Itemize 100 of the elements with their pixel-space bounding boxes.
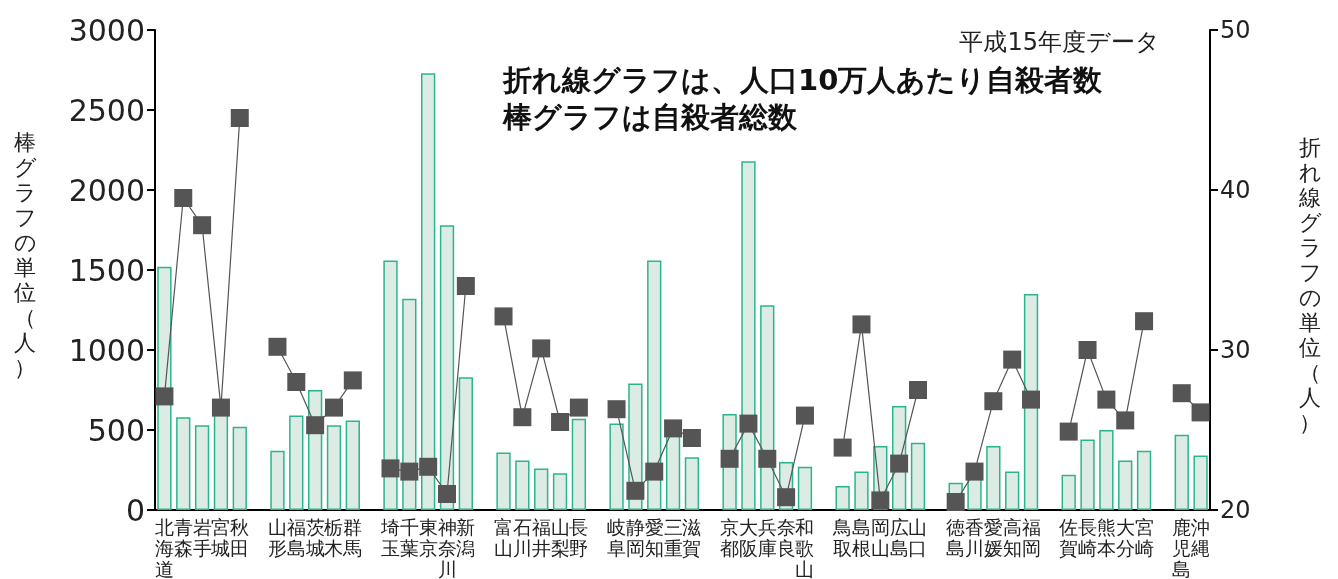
bar <box>534 468 549 510</box>
y2-tick-label: 40 <box>1220 176 1251 204</box>
x-tick-label: 岐阜 <box>607 515 627 559</box>
x-tick-label: 島根 <box>851 515 871 559</box>
bar <box>1005 471 1020 510</box>
x-tick-label: 福島 <box>286 515 306 559</box>
bar <box>213 414 229 510</box>
x-tick-label: 佐賀 <box>1059 515 1079 559</box>
bar <box>176 417 191 510</box>
y-tick-label: 0 <box>125 492 145 528</box>
bar <box>571 418 587 510</box>
x-tick-label: 奈良 <box>776 515 796 559</box>
x-tick-label: 愛知 <box>644 515 664 559</box>
point <box>1172 384 1191 403</box>
y2-tick-label: 20 <box>1220 496 1251 524</box>
point <box>551 413 570 431</box>
x-tick-label: 熊本 <box>1096 515 1116 559</box>
point <box>438 485 457 503</box>
bar <box>515 460 530 510</box>
point <box>569 398 588 417</box>
bar <box>797 466 813 510</box>
point <box>739 414 758 433</box>
point <box>532 339 551 358</box>
point <box>645 462 664 481</box>
text: 折れ線グラフの単位（人） <box>1299 135 1322 435</box>
x-tick-label: 高知 <box>1002 515 1022 559</box>
point <box>965 462 984 481</box>
x-tick-label: 富山 <box>494 515 514 559</box>
bar <box>854 471 869 510</box>
bar <box>1118 460 1133 510</box>
point <box>306 416 325 435</box>
point <box>908 381 927 399</box>
bar <box>1061 474 1076 510</box>
bar <box>609 423 624 510</box>
point <box>1116 411 1135 430</box>
x-tick-label: 千葉 <box>399 515 419 559</box>
x-tick-label: 栃木 <box>324 515 344 559</box>
x-tick-label: 埼玉 <box>379 515 400 559</box>
point <box>1135 312 1154 331</box>
point <box>381 459 400 478</box>
point <box>871 491 890 510</box>
x-tick-label: 宮崎 <box>1134 515 1154 559</box>
point <box>419 457 438 476</box>
bar <box>194 425 210 510</box>
bar <box>986 446 1001 510</box>
point <box>268 337 287 356</box>
y-tick-label: 2000 <box>68 172 145 208</box>
bar <box>552 473 568 510</box>
x-tick-label: 山口 <box>908 515 928 559</box>
bar <box>345 420 360 510</box>
x-tick-label: 神奈川 <box>437 515 457 579</box>
x-tick-label: 北海道 <box>154 515 174 579</box>
bar <box>383 260 398 510</box>
bar <box>496 452 511 510</box>
point <box>1059 422 1078 441</box>
y-tick-label: 2500 <box>68 92 145 128</box>
point <box>1022 390 1041 409</box>
bar <box>741 161 756 510</box>
point <box>720 449 739 468</box>
x-tick-label: 徳島 <box>946 515 966 559</box>
bar <box>270 450 285 510</box>
point <box>607 400 626 419</box>
x-tick-label: 青森 <box>173 515 193 559</box>
point <box>456 277 475 295</box>
x-tick-label: 愛媛 <box>983 515 1003 559</box>
x-tick-label: 福岡 <box>1021 515 1041 559</box>
x-tick-label: 岡山 <box>870 515 890 559</box>
bar <box>232 426 247 510</box>
point <box>494 307 513 326</box>
x-tick-label: 秋田 <box>230 515 250 559</box>
point <box>174 189 193 207</box>
point <box>758 449 777 468</box>
y-tick-label: 500 <box>87 412 145 448</box>
bar <box>684 457 700 510</box>
bar <box>665 434 681 510</box>
point <box>1078 341 1097 359</box>
bar <box>458 377 474 510</box>
x-tick-label: 香川 <box>965 515 985 559</box>
point <box>682 429 701 447</box>
bar <box>326 425 342 510</box>
x-tick-label: 茨城 <box>304 515 325 559</box>
point <box>946 493 965 511</box>
x-tick-label: 福井 <box>531 515 551 559</box>
point <box>833 438 852 457</box>
y2-tick-label: 30 <box>1220 336 1251 364</box>
x-tick-label: 沖縄 <box>1190 515 1211 559</box>
x-tick-label: 京都 <box>720 515 740 559</box>
y-tick-label: 1000 <box>68 332 145 368</box>
point <box>400 462 419 481</box>
point <box>287 373 306 391</box>
point <box>1003 350 1022 369</box>
point <box>193 216 212 235</box>
point <box>626 481 645 500</box>
bar <box>289 415 304 510</box>
bar <box>1136 450 1152 510</box>
bar <box>1080 439 1095 510</box>
bar <box>647 260 662 510</box>
point <box>795 406 814 425</box>
x-tick-label: 長野 <box>569 515 589 559</box>
x-tick-label: 山梨 <box>550 515 570 559</box>
